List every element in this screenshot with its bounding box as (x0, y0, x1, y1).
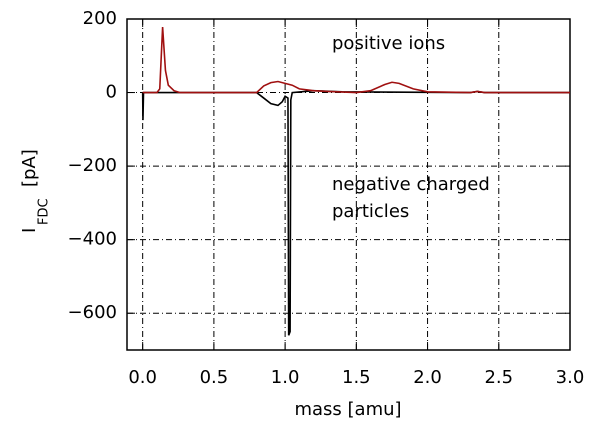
y-axis-label-group: I FDC [pA] (19, 149, 52, 233)
x-tick-label: 0.0 (128, 367, 157, 388)
x-tick-label: 3.0 (556, 367, 585, 388)
y-axis-label: I (19, 228, 40, 233)
y-axis-label-sub: FDC (37, 198, 52, 225)
y-axis-label-unit: [pA] (19, 149, 40, 187)
y-tick-label: 0 (106, 82, 117, 103)
x-tick-label: 1.5 (342, 367, 371, 388)
data-line (142, 27, 570, 94)
annotation: positive ions (332, 33, 445, 54)
x-tick-label: 2.0 (413, 367, 442, 388)
y-tick-label: 200 (83, 8, 117, 29)
plot-frame (126, 18, 571, 351)
annotation: particles (332, 201, 409, 222)
x-tick-label: 2.5 (484, 367, 513, 388)
y-tick-label: −600 (68, 302, 117, 323)
x-axis-label: mass [amu] (294, 399, 401, 420)
annotation: negative charged (332, 174, 490, 195)
x-tick-label: 1.0 (271, 367, 300, 388)
y-tick-label: −200 (68, 155, 117, 176)
x-tick-label: 0.5 (200, 367, 229, 388)
y-tick-label: −400 (68, 229, 117, 250)
